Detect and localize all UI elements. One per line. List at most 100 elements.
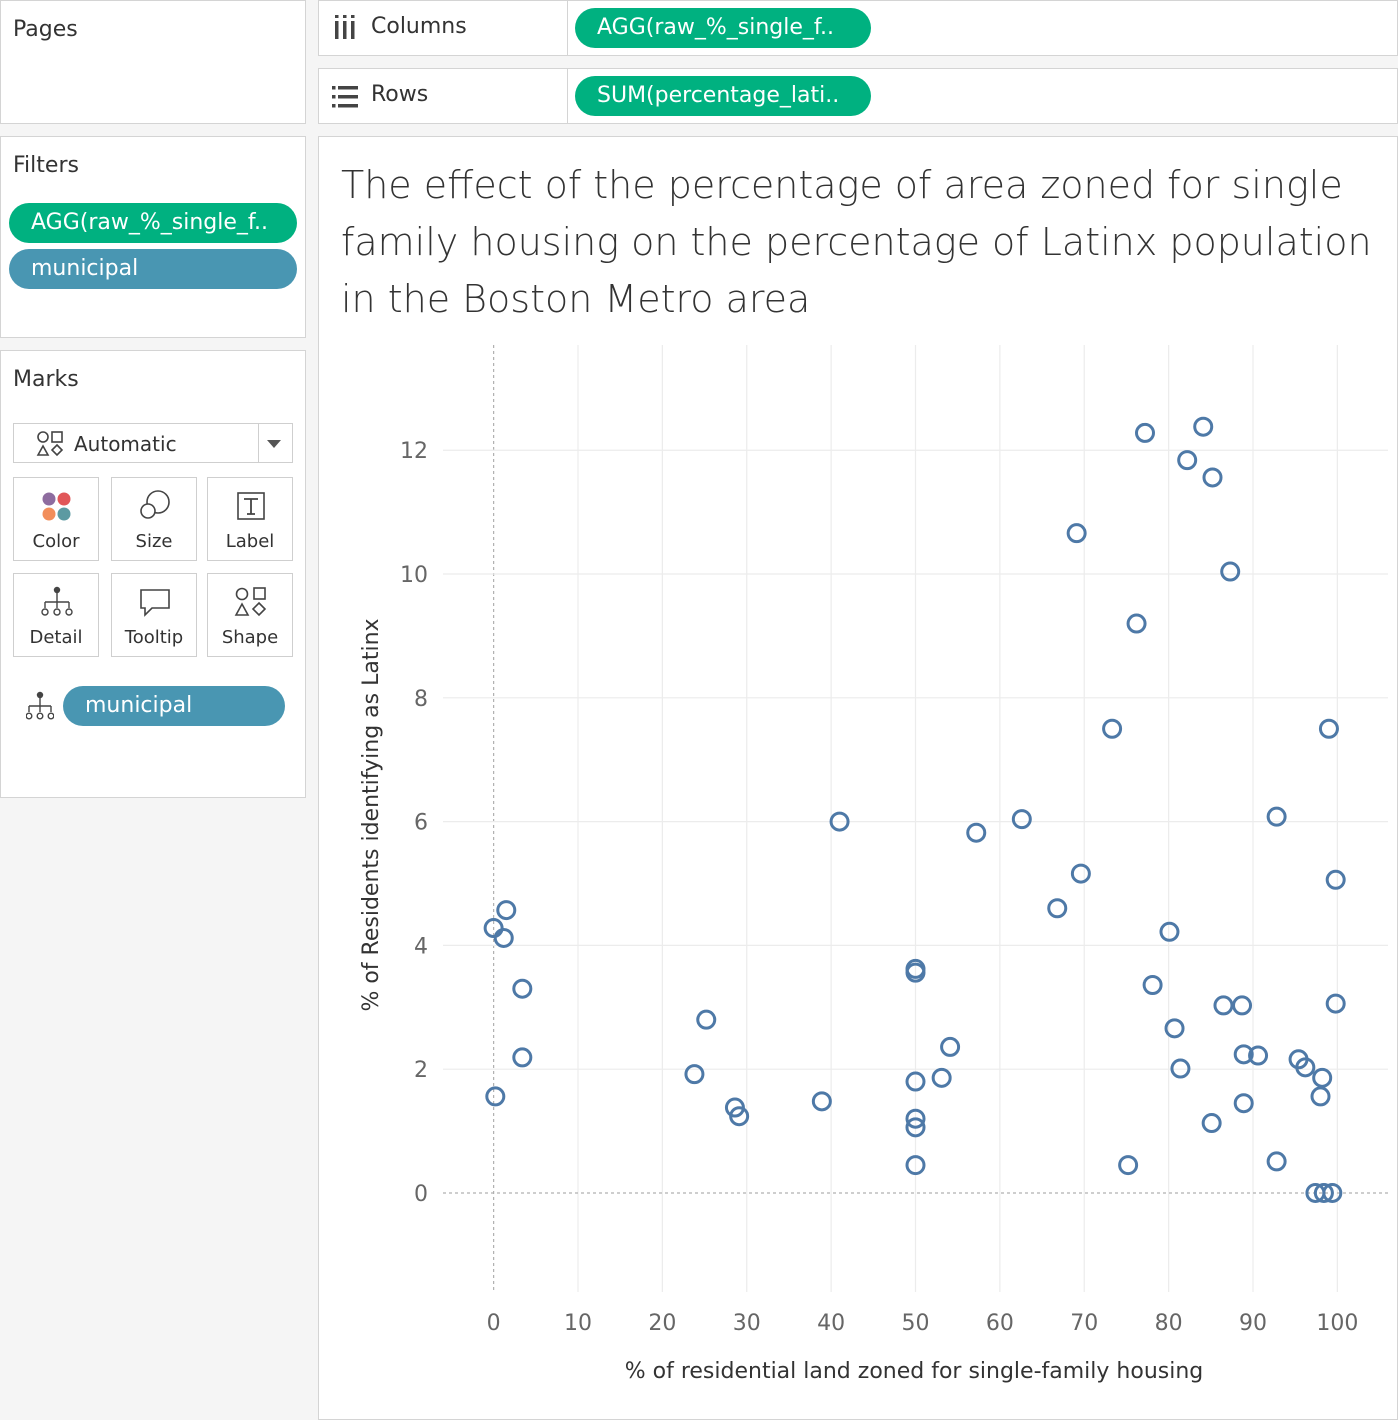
tooltip-label: Tooltip: [124, 627, 184, 648]
size-label: Size: [135, 531, 173, 552]
x-tick-label: 30: [733, 1311, 761, 1336]
y-tick-label: 8: [414, 687, 428, 712]
shape-label: Shape: [221, 627, 279, 648]
rows-shelf: Rows SUM(percentage_lati..: [318, 68, 1398, 124]
scatter-point[interactable]: [496, 900, 517, 921]
scatter-point[interactable]: [1312, 1067, 1333, 1088]
y-tick-label: 10: [400, 563, 428, 588]
y-tick-label: 0: [414, 1182, 428, 1207]
scatter-point[interactable]: [1142, 974, 1163, 995]
scatter-point[interactable]: [1159, 921, 1180, 942]
color-label: Color: [32, 531, 80, 552]
scatter-point[interactable]: [1295, 1057, 1316, 1078]
label-icon: [237, 492, 265, 520]
filter-pill-agg[interactable]: AGG(raw_%_single_f..: [9, 203, 297, 243]
scatter-point[interactable]: [1201, 1113, 1222, 1134]
shape-icon: [234, 587, 267, 617]
chevron-down-icon: [267, 440, 281, 448]
scatter-point[interactable]: [905, 1108, 926, 1129]
pages-panel: Pages: [0, 0, 306, 124]
scatter-point[interactable]: [1193, 416, 1214, 437]
scatter-point[interactable]: [493, 927, 514, 948]
scatter-point[interactable]: [1135, 422, 1155, 443]
detail-label: Detail: [29, 627, 83, 648]
dropdown-divider: [258, 424, 259, 462]
scatter-point[interactable]: [940, 1036, 961, 1057]
label-button[interactable]: Label: [207, 477, 293, 561]
rows-pill[interactable]: SUM(percentage_lati..: [575, 76, 871, 116]
scatter-point[interactable]: [1266, 1151, 1287, 1172]
scatter-point[interactable]: [684, 1064, 705, 1085]
scatter-point[interactable]: [829, 811, 850, 832]
scatter-point[interactable]: [1266, 806, 1287, 827]
scatter-point[interactable]: [966, 822, 987, 843]
x-tick-label: 60: [986, 1311, 1014, 1336]
scatter-point[interactable]: [1310, 1086, 1331, 1107]
scatter-point[interactable]: [483, 918, 504, 939]
rows-divider: [567, 69, 568, 123]
scatter-point[interactable]: [1011, 809, 1032, 830]
x-tick-label: 80: [1155, 1311, 1183, 1336]
scatter-point[interactable]: [1233, 1044, 1254, 1065]
y-tick-label: 6: [414, 811, 428, 836]
detail-pill-municipal[interactable]: municipal: [63, 686, 285, 726]
rows-label: Rows: [371, 82, 429, 107]
scatter-point[interactable]: [1164, 1018, 1185, 1039]
scatter-point[interactable]: [1233, 1093, 1254, 1114]
marks-panel: Marks Automatic Color Size: [0, 350, 306, 798]
filter-pill-municipal[interactable]: municipal: [9, 249, 297, 289]
tooltip-button[interactable]: Tooltip: [111, 573, 197, 657]
y-tick-label: 12: [400, 439, 428, 464]
scatter-point[interactable]: [905, 1071, 926, 1092]
label-label: Label: [225, 531, 275, 552]
scatter-point[interactable]: [1066, 523, 1087, 544]
scatter-point[interactable]: [485, 1086, 506, 1107]
scatter-point[interactable]: [1202, 467, 1223, 488]
scatter-point[interactable]: [1325, 869, 1346, 890]
scatter-point[interactable]: [931, 1067, 952, 1088]
scatter-point[interactable]: [905, 1117, 926, 1138]
mark-type-dropdown[interactable]: Automatic: [13, 423, 293, 463]
scatter-point[interactable]: [512, 1047, 533, 1068]
x-tick-label: 40: [817, 1311, 845, 1336]
scatter-point[interactable]: [905, 1155, 926, 1176]
scatter-point[interactable]: [512, 978, 533, 999]
columns-pill[interactable]: AGG(raw_%_single_f..: [575, 8, 871, 48]
scatter-point[interactable]: [1232, 995, 1253, 1016]
size-button[interactable]: Size: [111, 477, 197, 561]
scatter-point[interactable]: [1322, 1182, 1343, 1203]
columns-divider: [567, 1, 568, 55]
scatter-point[interactable]: [811, 1091, 832, 1112]
scatter-point[interactable]: [1325, 993, 1346, 1014]
scatter-point[interactable]: [1248, 1045, 1269, 1066]
scatter-point[interactable]: [1047, 898, 1068, 919]
scatter-point[interactable]: [1220, 561, 1241, 582]
scatter-point[interactable]: [1170, 1058, 1191, 1079]
detail-icon: [41, 586, 73, 616]
color-button[interactable]: Color: [13, 477, 99, 561]
pages-title: Pages: [13, 17, 78, 42]
x-axis-title: % of residential land zoned for single-f…: [625, 1359, 1204, 1384]
columns-shelf: Columns AGG(raw_%_single_f..: [318, 0, 1398, 56]
scatter-point[interactable]: [1177, 450, 1198, 471]
scatter-point[interactable]: [905, 962, 926, 983]
scatter-point[interactable]: [1126, 613, 1147, 634]
y-tick-label: 4: [414, 934, 428, 959]
scatter-point[interactable]: [696, 1009, 717, 1030]
scatter-point[interactable]: [1318, 718, 1339, 739]
scatter-point[interactable]: [1070, 863, 1091, 884]
shapes-icon: [36, 431, 64, 457]
chart-title: The effect of the percentage of area zon…: [341, 163, 1372, 321]
x-tick-label: 20: [648, 1311, 676, 1336]
x-tick-label: 0: [487, 1311, 501, 1336]
marks-title: Marks: [13, 367, 79, 392]
detail-button[interactable]: Detail: [13, 573, 99, 657]
scatter-point[interactable]: [1213, 995, 1234, 1016]
scatter-point[interactable]: [1118, 1155, 1139, 1176]
scatter-point[interactable]: [1313, 1182, 1334, 1203]
scatter-point[interactable]: [1102, 718, 1123, 739]
scatter-point[interactable]: [729, 1106, 750, 1127]
shape-button[interactable]: Shape: [207, 573, 293, 657]
x-tick-label: 10: [564, 1311, 592, 1336]
